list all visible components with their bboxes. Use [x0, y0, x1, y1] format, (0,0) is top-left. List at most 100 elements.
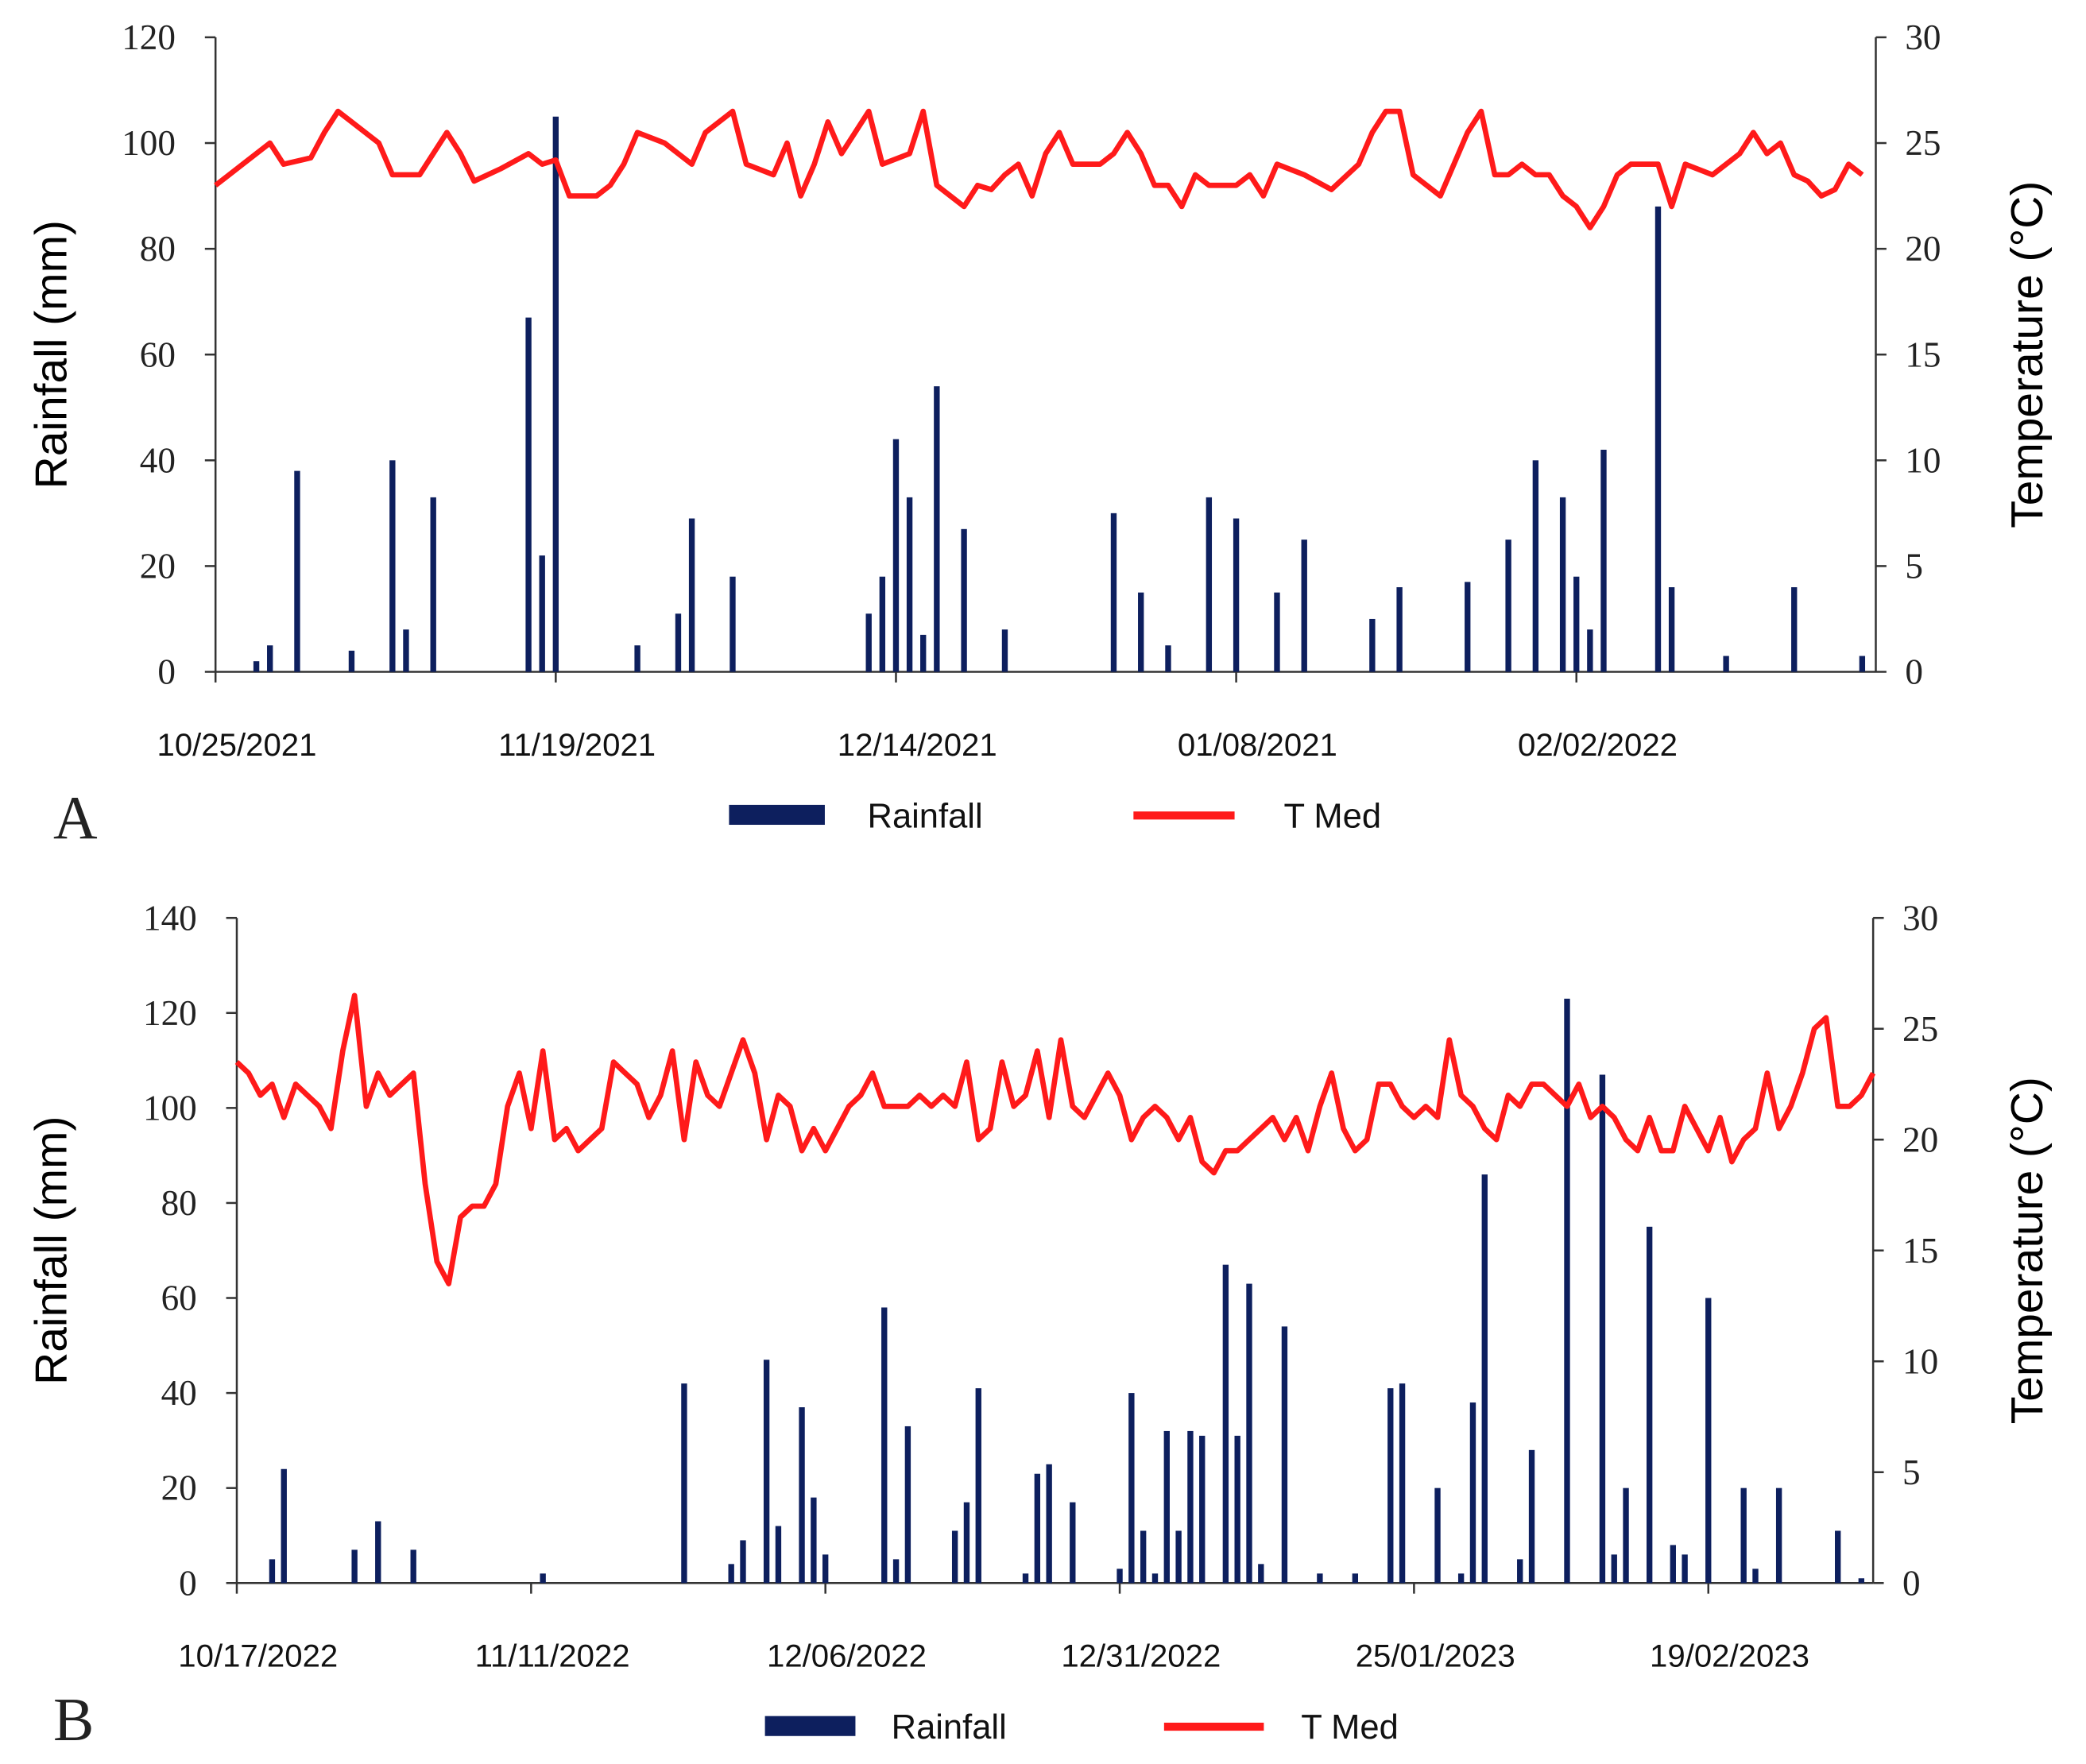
- bar: [552, 116, 559, 672]
- bar: [1187, 1430, 1194, 1584]
- bar: [892, 439, 900, 672]
- y2-tick-label: 20: [1902, 1120, 1938, 1159]
- bar: [1465, 582, 1471, 672]
- bar: [1670, 1545, 1676, 1584]
- y2-tick-label: 5: [1905, 546, 1923, 586]
- bar: [975, 1388, 981, 1584]
- y2-tick-label: 10: [1905, 440, 1941, 480]
- x-tick-label: 19/02/2023: [1650, 1638, 1809, 1674]
- bar: [1564, 998, 1570, 1584]
- x-tick-label: 11/11/2022: [475, 1638, 630, 1674]
- bar: [1001, 629, 1008, 672]
- bar: [681, 1383, 687, 1584]
- x-tick-label: 01/08/2021: [1178, 727, 1337, 763]
- bar: [1528, 1449, 1535, 1584]
- y-tick-label: 80: [161, 1183, 197, 1223]
- bar: [1682, 1554, 1688, 1584]
- bar: [1110, 513, 1117, 672]
- legend-label: Rainfall: [868, 797, 983, 835]
- bar: [951, 1530, 958, 1584]
- x-tick-label: 25/01/2023: [1356, 1638, 1515, 1674]
- bar: [1481, 1174, 1488, 1584]
- bar: [634, 645, 641, 672]
- bar: [1246, 1283, 1252, 1584]
- y-tick-label: 20: [161, 1468, 197, 1508]
- x-tick-label: 12/31/2022: [1061, 1638, 1221, 1674]
- y-tick-label: 40: [161, 1373, 197, 1413]
- bar: [1600, 449, 1607, 672]
- bar: [1611, 1554, 1617, 1584]
- x-tick-label: 10/25/2021: [157, 727, 316, 763]
- bar: [1317, 1573, 1323, 1584]
- bar: [881, 1307, 888, 1584]
- bar: [281, 1468, 287, 1584]
- bar: [879, 576, 886, 672]
- bar: [688, 518, 695, 672]
- bar: [961, 528, 967, 672]
- bar: [799, 1407, 805, 1584]
- bar: [1034, 1473, 1041, 1584]
- bar: [1517, 1559, 1523, 1584]
- bar: [775, 1526, 782, 1584]
- bar: [1457, 1573, 1465, 1584]
- bar: [1668, 587, 1675, 672]
- bar: [1705, 1298, 1712, 1584]
- bar: [1791, 587, 1798, 672]
- bar: [1274, 592, 1280, 672]
- y-tick-label: 140: [143, 898, 197, 938]
- bar: [1723, 656, 1729, 672]
- bar: [1070, 1502, 1076, 1584]
- y2-tick-label: 15: [1905, 335, 1941, 374]
- bar: [1128, 1393, 1135, 1584]
- y-axis-label: Rainfall (mm): [26, 220, 77, 489]
- y2-axis-label: Temperature (°C): [2002, 181, 2053, 528]
- bar: [1175, 1530, 1182, 1584]
- bar: [1233, 518, 1240, 672]
- bar: [375, 1521, 381, 1584]
- y-tick-label: 80: [140, 229, 176, 269]
- legend-label: Rainfall: [892, 1708, 1007, 1747]
- bar: [1469, 1402, 1476, 1584]
- bar: [1646, 1226, 1653, 1584]
- bar: [410, 1549, 416, 1584]
- bar: [675, 613, 682, 672]
- bar: [1775, 1487, 1782, 1584]
- bar: [539, 555, 545, 672]
- bar: [904, 1426, 911, 1584]
- y-tick-label: 120: [122, 17, 176, 57]
- bar: [1199, 1435, 1206, 1584]
- bar: [1599, 1074, 1606, 1584]
- x-tick-label: 12/06/2022: [767, 1638, 927, 1674]
- x-tick-label: 10/17/2022: [178, 1638, 338, 1674]
- bar: [1234, 1435, 1240, 1584]
- x-tick-label: 12/14/2021: [838, 727, 997, 763]
- bar: [294, 470, 300, 672]
- bar: [865, 613, 872, 672]
- bar: [1858, 1578, 1865, 1584]
- bar: [1740, 1487, 1747, 1584]
- y-tick-label: 120: [143, 993, 197, 1033]
- legend-label: T Med: [1284, 797, 1382, 835]
- y2-tick-label: 30: [1902, 898, 1938, 938]
- x-tick-label: 02/02/2022: [1518, 727, 1678, 763]
- bar: [1505, 540, 1511, 672]
- y2-tick-label: 30: [1905, 17, 1941, 57]
- legend-label: T Med: [1301, 1708, 1399, 1747]
- bar: [811, 1497, 817, 1584]
- bar: [1654, 206, 1662, 672]
- y-tick-label: 60: [140, 335, 176, 374]
- bar: [934, 386, 940, 672]
- bar: [920, 634, 927, 672]
- bar: [1301, 540, 1307, 672]
- bar: [1369, 618, 1376, 672]
- bar: [1258, 1564, 1264, 1584]
- bar: [1206, 497, 1213, 672]
- bar: [267, 645, 273, 672]
- bar: [1117, 1569, 1123, 1584]
- bar: [1165, 645, 1171, 672]
- y2-tick-label: 15: [1902, 1231, 1938, 1271]
- legend-swatch: [764, 1716, 856, 1736]
- bar: [1046, 1464, 1052, 1584]
- y2-tick-label: 20: [1905, 229, 1941, 269]
- bar: [1752, 1569, 1759, 1584]
